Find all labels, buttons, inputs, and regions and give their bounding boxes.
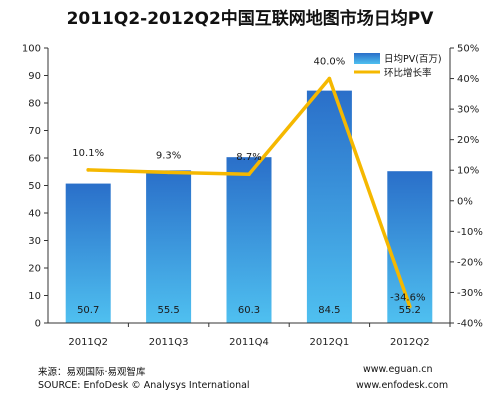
- legend-line-label: 环比增长率: [384, 67, 432, 79]
- url-eguan: www.eguan.cn: [363, 364, 433, 375]
- y-left-tick-label: 100: [22, 44, 41, 55]
- x-tick-label: 2011Q2: [68, 337, 108, 348]
- growth-point: [247, 172, 251, 176]
- bar: [226, 157, 272, 323]
- growth-point: [327, 76, 332, 81]
- growth-value-label: -34.6%: [390, 293, 425, 304]
- x-tick-label: 2011Q4: [229, 337, 269, 348]
- bar-value-label: 60.3: [238, 305, 260, 316]
- y-left-tick-label: 40: [28, 209, 41, 220]
- x-tick-label: 2011Q3: [149, 337, 189, 348]
- bar: [146, 170, 192, 323]
- x-tick-label: 2012Q1: [310, 337, 350, 348]
- growth-point: [166, 170, 171, 175]
- growth-value-label: 10.1%: [72, 148, 104, 159]
- url-enfodesk: www.enfodesk.com: [356, 380, 449, 391]
- bar-value-label: 50.7: [77, 305, 99, 316]
- y-right-tick-label: -30%: [457, 288, 483, 299]
- legend-bar-swatch: [354, 53, 380, 64]
- y-right-tick-label: 40%: [457, 74, 479, 85]
- source-en: SOURCE: EnfoDesk © Analysys Internationa…: [38, 380, 250, 391]
- y-left-tick-label: 70: [28, 126, 41, 137]
- y-left-tick-label: 0: [35, 319, 41, 330]
- growth-value-label: 9.3%: [156, 150, 181, 161]
- y-right-tick-label: 20%: [457, 135, 479, 146]
- growth-point: [86, 168, 90, 172]
- bar: [306, 90, 352, 323]
- growth-point: [408, 304, 412, 309]
- y-right-tick-label: -20%: [457, 257, 483, 268]
- x-tick-label: 2012Q2: [390, 337, 430, 348]
- bar: [65, 183, 111, 323]
- y-right-tick-label: 10%: [457, 166, 479, 177]
- y-left-tick-label: 30: [28, 236, 41, 247]
- bar-value-label: 55.5: [157, 305, 179, 316]
- chart-title: 2011Q2-2012Q2中国互联网地图市场日均PV: [66, 9, 434, 29]
- y-right-tick-label: -40%: [457, 319, 483, 330]
- y-left-tick-label: 50: [28, 181, 41, 192]
- growth-value-label: 8.7%: [236, 152, 261, 163]
- y-right-tick-label: -10%: [457, 227, 483, 238]
- bar: [387, 171, 433, 323]
- y-left-tick-label: 60: [28, 154, 41, 165]
- bar-value-label: 55.2: [399, 305, 421, 316]
- growth-value-label: 40.0%: [314, 57, 346, 68]
- legend-bar-label: 日均PV(百万): [384, 53, 442, 65]
- bar-value-label: 84.5: [318, 305, 340, 316]
- y-right-tick-label: 30%: [457, 105, 479, 116]
- source-cn: 来源：易观国际·易观智库: [38, 367, 146, 378]
- y-right-tick-label: 0%: [457, 196, 473, 207]
- y-left-tick-label: 10: [28, 291, 41, 302]
- y-left-tick-label: 80: [28, 99, 41, 110]
- legend: 日均PV(百万) 环比增长率: [354, 53, 442, 79]
- y-left-tick-label: 20: [28, 264, 41, 275]
- y-right-tick-label: 50%: [457, 44, 479, 55]
- y-left-tick-label: 90: [28, 71, 41, 82]
